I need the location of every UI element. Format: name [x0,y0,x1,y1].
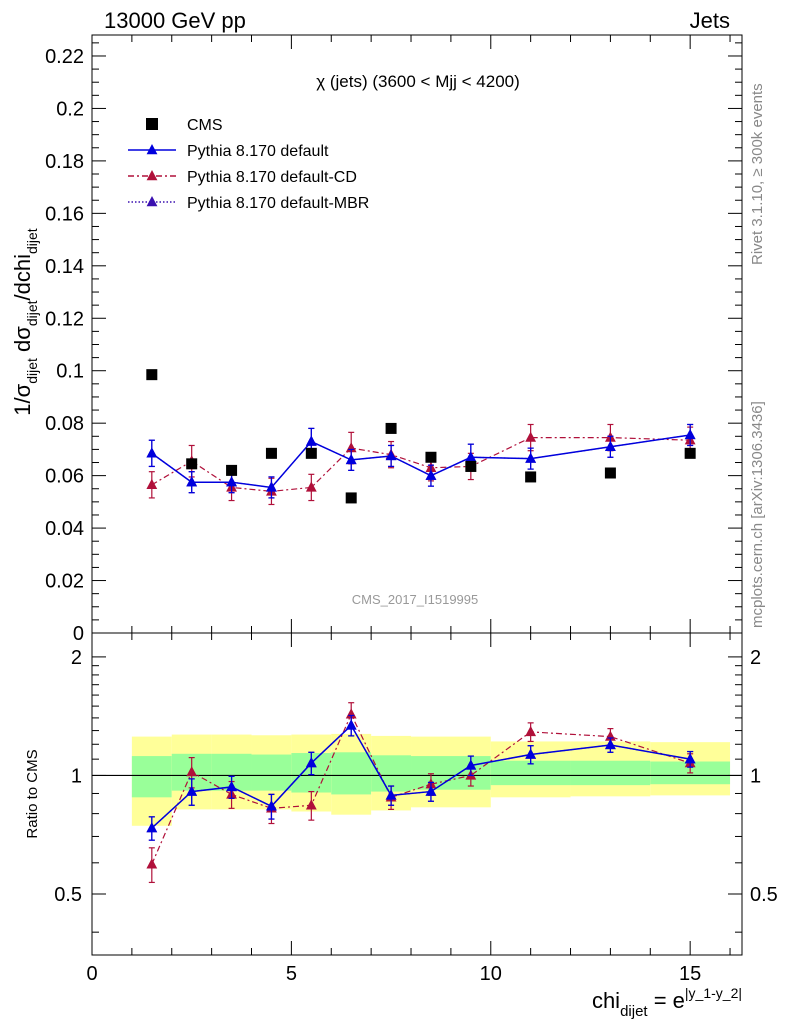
ratio-pythia-8-170-default-point-7 [425,785,437,796]
legend-label-3: Pythia 8.170 default-MBR [187,195,369,212]
main-cms-point-3 [265,447,277,459]
ratio-pythia-8-170-default-point-3 [266,800,277,811]
main-plot-watermark: CMS_2017_I1519995 [352,592,479,607]
ratio-ytick-label-right-2: 2 [750,647,761,669]
main-pythia-8-170-default-cd-point-9 [525,431,537,442]
main-pythia-8-170-default-point-9 [525,452,537,463]
main-pythia-8-170-default-point-2 [226,476,237,487]
main-cms-point-7 [425,451,437,463]
main-pythia-8-170-default-point-10 [605,440,616,451]
ratio-ytick-label-right-0: 0.5 [750,884,778,906]
ratio-pythia-8-170-default-point-9 [525,748,537,759]
ratio-pythia-8-170-default-point-2 [226,780,237,792]
main-pythia-8-170-default-point-8 [465,451,477,462]
legend-marker-2 [146,170,158,181]
legend-label-1: Pythia 8.170 default [187,143,329,160]
main-pythia-8-170-default-cd-point-4 [305,481,317,492]
legend-marker-1 [146,144,158,155]
main-pythia-8-170-default-point-4 [305,435,317,446]
main-pythia-8-170-default-point-11 [684,428,696,440]
main-cms-point-0 [146,369,158,381]
main-cms-point-11 [684,447,696,459]
ratio-pythia-8-170-default-cd-point-9 [525,725,537,737]
ratio-band-inner-9 [570,760,651,786]
ratio-band-inner-8 [490,760,571,786]
main-cms-point-10 [604,467,616,479]
main-cms-point-6 [385,422,397,434]
main-pythia-8-170-default-point-5 [345,453,357,465]
ratio-pythia-8-170-default-cd-point-4 [305,799,317,810]
main-pythia-8-170-default-cd-line [151,437,691,492]
legend-marker-3 [146,196,158,207]
x-axis-label: chidijet = e|y_1-y_2| [592,985,742,1020]
ratio-pythia-8-170-default-line [151,724,691,829]
header-left: 13000 GeV pp [104,8,246,33]
ratio-pythia-8-170-default-cd-point-0 [146,858,158,869]
ratio-pythia-8-170-default-point-5 [345,719,357,730]
ratio-plot-frame [91,632,743,956]
ratio-band-inner-7 [411,756,491,790]
main-ytick-label-0: 0 [73,623,84,645]
main-pythia-8-170-default-cd-point-0 [146,478,158,490]
main-cms-point-2 [226,464,238,476]
main-ytick-label-7: 0.14 [45,256,84,278]
ratio-band-inner-3 [251,754,292,791]
ratio-ytick-label-left-2: 2 [71,647,82,669]
ratio-xtick-label-1: 5 [286,963,297,985]
ratio-ytick-label-right-1: 1 [750,765,761,787]
ratio-ytick-label-left-1: 1 [71,765,82,787]
legend-label-2: Pythia 8.170 default-CD [187,169,357,186]
main-y-axis-label: 1/σdijet dσdijet/dchidijet [10,228,40,416]
main-ytick-label-4: 0.08 [45,413,84,435]
main-pythia-8-170-default-point-1 [186,476,198,487]
ratio-xtick-label-0: 0 [86,963,97,985]
ratio-plot-marks [146,702,696,884]
main-ytick-label-5: 0.1 [56,361,84,383]
main-ytick-label-2: 0.04 [45,518,84,540]
main-plot-marks [146,369,696,506]
legend-label-0: CMS [187,117,223,134]
main-pythia-8-170-default-point-0 [146,447,158,458]
ratio-ytick-label-left-0: 0.5 [54,884,82,906]
ratio-pythia-8-170-default-point-11 [684,753,696,764]
main-ytick-label-8: 0.16 [45,203,84,225]
main-cms-point-5 [345,492,357,504]
main-pythia-8-170-default-point-3 [266,481,277,492]
main-ytick-label-9: 0.18 [45,151,84,173]
mcplots-label: mcplots.cern.ch [arXiv:1306.3436] [749,401,766,628]
ratio-pythia-8-170-default-point-6 [385,789,397,800]
legend: CMS Pythia 8.170 default Pythia 8.170 defa… [128,117,369,212]
main-cms-point-4 [305,447,317,459]
ratio-pythia-8-170-default-point-1 [186,785,198,796]
ratio-xtick-label-2: 10 [480,963,502,985]
ratio-pythia-8-170-default-cd-point-1 [186,766,198,777]
main-cms-point-9 [525,471,537,483]
ratio-y-axis-label: Ratio to CMS [24,749,41,838]
main-pythia-8-170-default-line [151,434,691,489]
ratio-pythia-8-170-default-point-8 [465,759,477,770]
main-pythia-8-170-default-point-7 [425,469,437,480]
header-right: Jets [690,8,730,33]
main-plot-title: χ (jets) (3600 < Mjj < 4200) [316,72,520,91]
ratio-pythia-8-170-default-point-0 [146,822,158,833]
main-cms-point-1 [186,458,198,470]
main-ytick-label-6: 0.12 [45,308,84,330]
main-ytick-label-10: 0.2 [56,98,84,120]
ratio-xtick-label-3: 15 [679,963,701,985]
legend-marker-cms [146,118,158,130]
rivet-label: Rivet 3.1.10, ≥ 300k events [749,83,766,265]
ratio-band-inner-5 [331,752,372,795]
main-cms-point-8 [465,460,477,472]
ratio-pythia-8-170-default-cd-line [151,712,691,865]
axes: 0 0.02 0.04 0.06 0.08 0.1 0.12 0.14 0.16 0.18 0.2 0… [45,34,778,985]
main-pythia-8-170-default-point-6 [385,449,397,461]
main-ytick-label-11: 0.22 [45,46,84,68]
ratio-band-inner-0 [131,756,172,798]
ratio-pythia-8-170-default-point-4 [305,757,317,768]
main-ytick-label-1: 0.02 [45,571,84,593]
ratio-plot-background [92,733,742,826]
main-ytick-label-3: 0.06 [45,466,84,488]
ratio-pythia-8-170-default-point-10 [605,738,616,750]
